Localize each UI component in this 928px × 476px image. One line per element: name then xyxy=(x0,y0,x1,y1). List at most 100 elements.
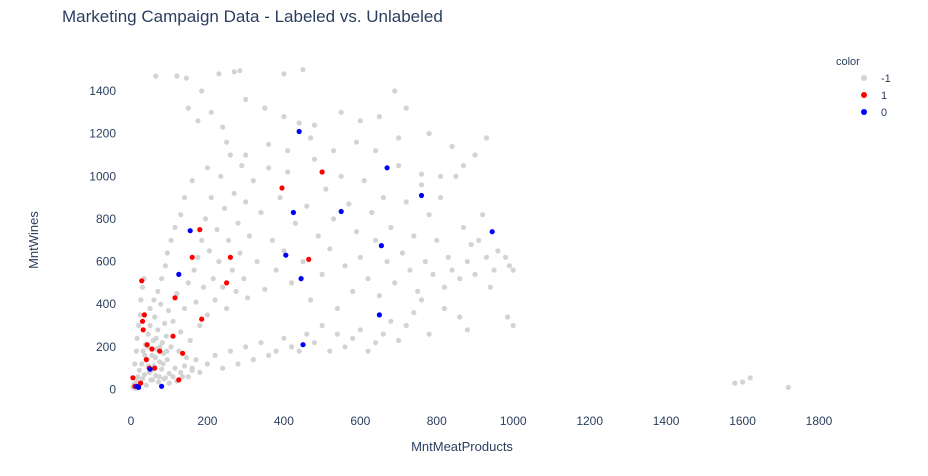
x-tick-label: 600 xyxy=(350,414,370,428)
data-point xyxy=(480,212,486,218)
data-point xyxy=(163,333,169,339)
data-point xyxy=(224,139,230,145)
data-point xyxy=(732,380,738,386)
data-point xyxy=(178,369,184,375)
data-point xyxy=(396,135,402,141)
data-point xyxy=(411,310,417,316)
x-tick-label: 1200 xyxy=(576,414,603,428)
data-point xyxy=(369,209,375,216)
y-tick-label: 0 xyxy=(109,383,116,397)
data-point xyxy=(183,75,189,81)
data-point xyxy=(130,375,136,381)
data-point xyxy=(157,344,163,350)
data-point xyxy=(212,297,218,303)
legend-items[interactable]: -1 1 0 xyxy=(861,73,891,119)
legend-marker xyxy=(861,109,867,115)
data-point xyxy=(141,372,147,378)
data-point xyxy=(396,163,402,169)
data-point xyxy=(785,384,792,390)
data-point xyxy=(300,67,306,73)
legend-item-1[interactable]: 1 xyxy=(861,90,887,102)
data-point xyxy=(187,228,193,234)
y-axis: 0 200 400 600 800 1000 1200 1400 xyxy=(89,84,116,397)
data-point xyxy=(476,237,482,243)
data-point xyxy=(323,186,329,192)
plot-area xyxy=(130,67,792,391)
data-point xyxy=(170,318,176,324)
data-point xyxy=(380,195,386,201)
data-point xyxy=(161,376,167,382)
x-tick-label: 800 xyxy=(427,414,447,428)
data-point xyxy=(281,114,287,120)
legend-item-0[interactable]: 0 xyxy=(861,107,887,119)
data-point xyxy=(191,267,197,273)
data-point xyxy=(164,250,170,256)
data-point xyxy=(202,216,209,222)
data-point xyxy=(153,73,159,79)
data-point xyxy=(361,178,367,184)
data-point xyxy=(266,352,272,358)
data-point xyxy=(139,376,146,382)
data-point xyxy=(483,254,490,260)
data-point xyxy=(197,227,203,233)
data-point xyxy=(353,229,360,235)
data-point xyxy=(204,165,210,171)
data-point xyxy=(308,297,314,303)
data-point xyxy=(132,361,138,367)
legend-marker xyxy=(861,75,867,81)
data-point xyxy=(222,205,228,211)
data-point xyxy=(197,322,203,329)
data-point xyxy=(145,331,151,337)
data-point xyxy=(258,209,264,216)
data-point xyxy=(144,342,150,348)
data-point xyxy=(174,73,180,79)
y-tick-label: 1000 xyxy=(89,169,116,183)
data-point xyxy=(134,335,140,341)
data-point xyxy=(281,71,287,77)
data-point xyxy=(220,284,226,290)
data-point xyxy=(357,327,363,333)
data-point xyxy=(281,335,287,341)
data-point xyxy=(158,301,164,307)
legend-label: 1 xyxy=(881,90,887,102)
legend-item--1[interactable]: -1 xyxy=(861,73,891,85)
data-point xyxy=(204,361,210,367)
data-point xyxy=(373,237,379,243)
data-point xyxy=(311,122,318,128)
data-point xyxy=(403,105,409,111)
data-point xyxy=(403,322,409,329)
data-point xyxy=(334,331,340,337)
legend[interactable]: color -1 1 0 xyxy=(836,56,891,119)
data-point xyxy=(185,280,191,286)
series-0 xyxy=(134,128,495,390)
data-point xyxy=(388,224,394,231)
data-point xyxy=(170,374,176,380)
data-point xyxy=(254,259,260,265)
data-point xyxy=(235,361,241,367)
data-point xyxy=(300,259,306,265)
data-point xyxy=(353,139,360,145)
data-point xyxy=(185,374,191,380)
data-point xyxy=(396,337,402,344)
legend-label: 0 xyxy=(881,107,887,119)
data-point xyxy=(159,276,165,282)
data-point xyxy=(140,327,146,333)
data-point xyxy=(164,348,170,354)
data-point xyxy=(315,233,321,239)
data-point xyxy=(510,267,516,273)
data-point xyxy=(206,248,212,254)
data-point xyxy=(220,365,226,371)
x-tick-label: 200 xyxy=(197,414,217,428)
data-point xyxy=(227,254,233,260)
y-tick-label: 1200 xyxy=(89,127,116,141)
data-point xyxy=(376,114,382,120)
data-point xyxy=(166,380,172,386)
data-point xyxy=(464,259,470,265)
data-point xyxy=(176,348,182,354)
data-point xyxy=(460,224,467,231)
data-point xyxy=(392,280,398,286)
data-point xyxy=(266,165,272,171)
data-point xyxy=(134,378,140,384)
data-point xyxy=(237,250,243,256)
